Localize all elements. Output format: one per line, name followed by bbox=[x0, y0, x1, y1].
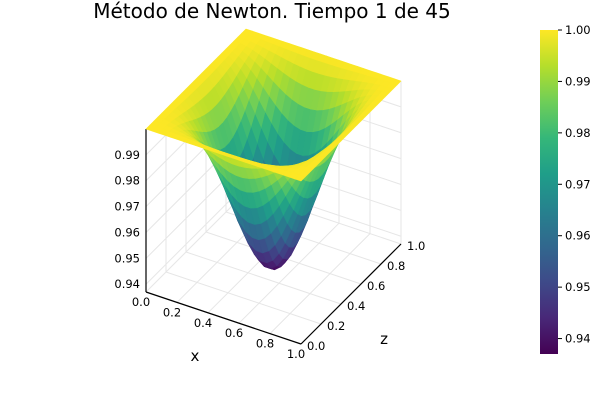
axes bbox=[145, 129, 402, 345]
colorbar-tick-label: 0.97 bbox=[565, 177, 591, 191]
value-tick-label: 0.98 bbox=[114, 174, 140, 188]
z-tick-label: 0.8 bbox=[387, 259, 405, 273]
z-tick-label: 0.2 bbox=[327, 319, 345, 333]
tick-labels: 0.00.20.40.60.81.00.00.20.40.60.81.00.94… bbox=[114, 148, 425, 361]
floor-grid-line bbox=[269, 233, 371, 334]
colorbar-gradient bbox=[540, 30, 558, 354]
floor-grid-line bbox=[185, 251, 342, 305]
colorbar-tick-label: 0.95 bbox=[565, 280, 591, 294]
x-tick-label: 0.0 bbox=[132, 295, 150, 309]
floor-grid-line bbox=[238, 222, 340, 324]
z-tick-label: 0.0 bbox=[307, 339, 325, 353]
x-tick-label: 0.8 bbox=[256, 337, 274, 351]
value-tick-label: 0.96 bbox=[114, 225, 140, 239]
colorbar-tick-label: 0.99 bbox=[565, 74, 591, 88]
x-axis-label: x bbox=[191, 347, 200, 365]
colorbar-tick-label: 0.94 bbox=[565, 332, 591, 346]
value-tick-label: 0.97 bbox=[114, 200, 140, 214]
x-axis-line bbox=[145, 291, 302, 345]
colorbar-tick-label: 0.96 bbox=[565, 229, 591, 243]
z-axis-label: z bbox=[380, 330, 388, 348]
z-tick-label: 0.6 bbox=[367, 279, 385, 293]
colorbar-tick-label: 1.00 bbox=[565, 23, 591, 37]
surface-mesh bbox=[145, 28, 402, 271]
chart-title: Método de Newton. Tiempo 1 de 45 bbox=[93, 0, 451, 23]
floor-grid-line bbox=[165, 271, 322, 325]
x-tick-label: 0.4 bbox=[194, 316, 212, 330]
surface-patch bbox=[294, 174, 306, 182]
z-tick-label: 0.4 bbox=[347, 299, 365, 313]
value-tick-label: 0.99 bbox=[114, 148, 140, 162]
colorbar-tick-label: 0.98 bbox=[565, 126, 591, 140]
x-tick-label: 0.2 bbox=[163, 305, 181, 319]
floor-grid-line bbox=[145, 191, 247, 293]
x-tick-label: 0.6 bbox=[225, 326, 243, 340]
z-tick-label: 1.0 bbox=[407, 239, 425, 253]
value-tick-label: 0.95 bbox=[114, 251, 140, 265]
colorbar: 0.94 0.95 0.96 0.97 0.98 0.99 1.00 bbox=[540, 23, 591, 354]
z-axis-line bbox=[300, 243, 402, 345]
x-tick-label: 1.0 bbox=[287, 347, 305, 361]
value-tick-label: 0.94 bbox=[114, 277, 140, 291]
